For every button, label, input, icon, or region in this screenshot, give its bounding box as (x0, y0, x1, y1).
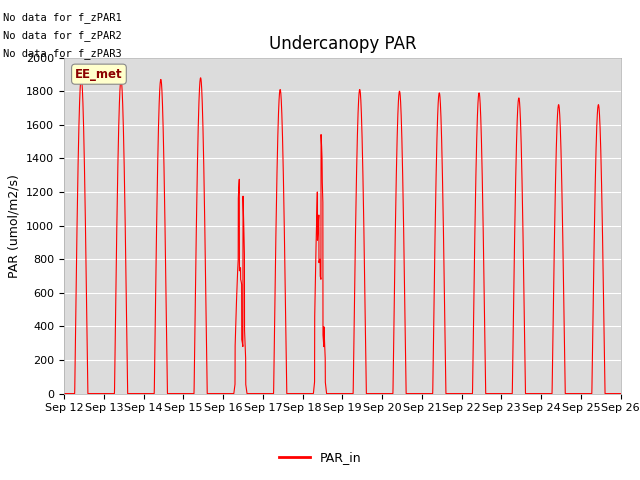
Text: EE_met: EE_met (75, 68, 123, 81)
Text: No data for f_zPAR1: No data for f_zPAR1 (3, 12, 122, 23)
Legend: PAR_in: PAR_in (273, 446, 367, 469)
Y-axis label: PAR (umol/m2/s): PAR (umol/m2/s) (8, 174, 20, 277)
Text: No data for f_zPAR2: No data for f_zPAR2 (3, 30, 122, 41)
Title: Undercanopy PAR: Undercanopy PAR (269, 35, 416, 53)
Text: No data for f_zPAR3: No data for f_zPAR3 (3, 48, 122, 60)
